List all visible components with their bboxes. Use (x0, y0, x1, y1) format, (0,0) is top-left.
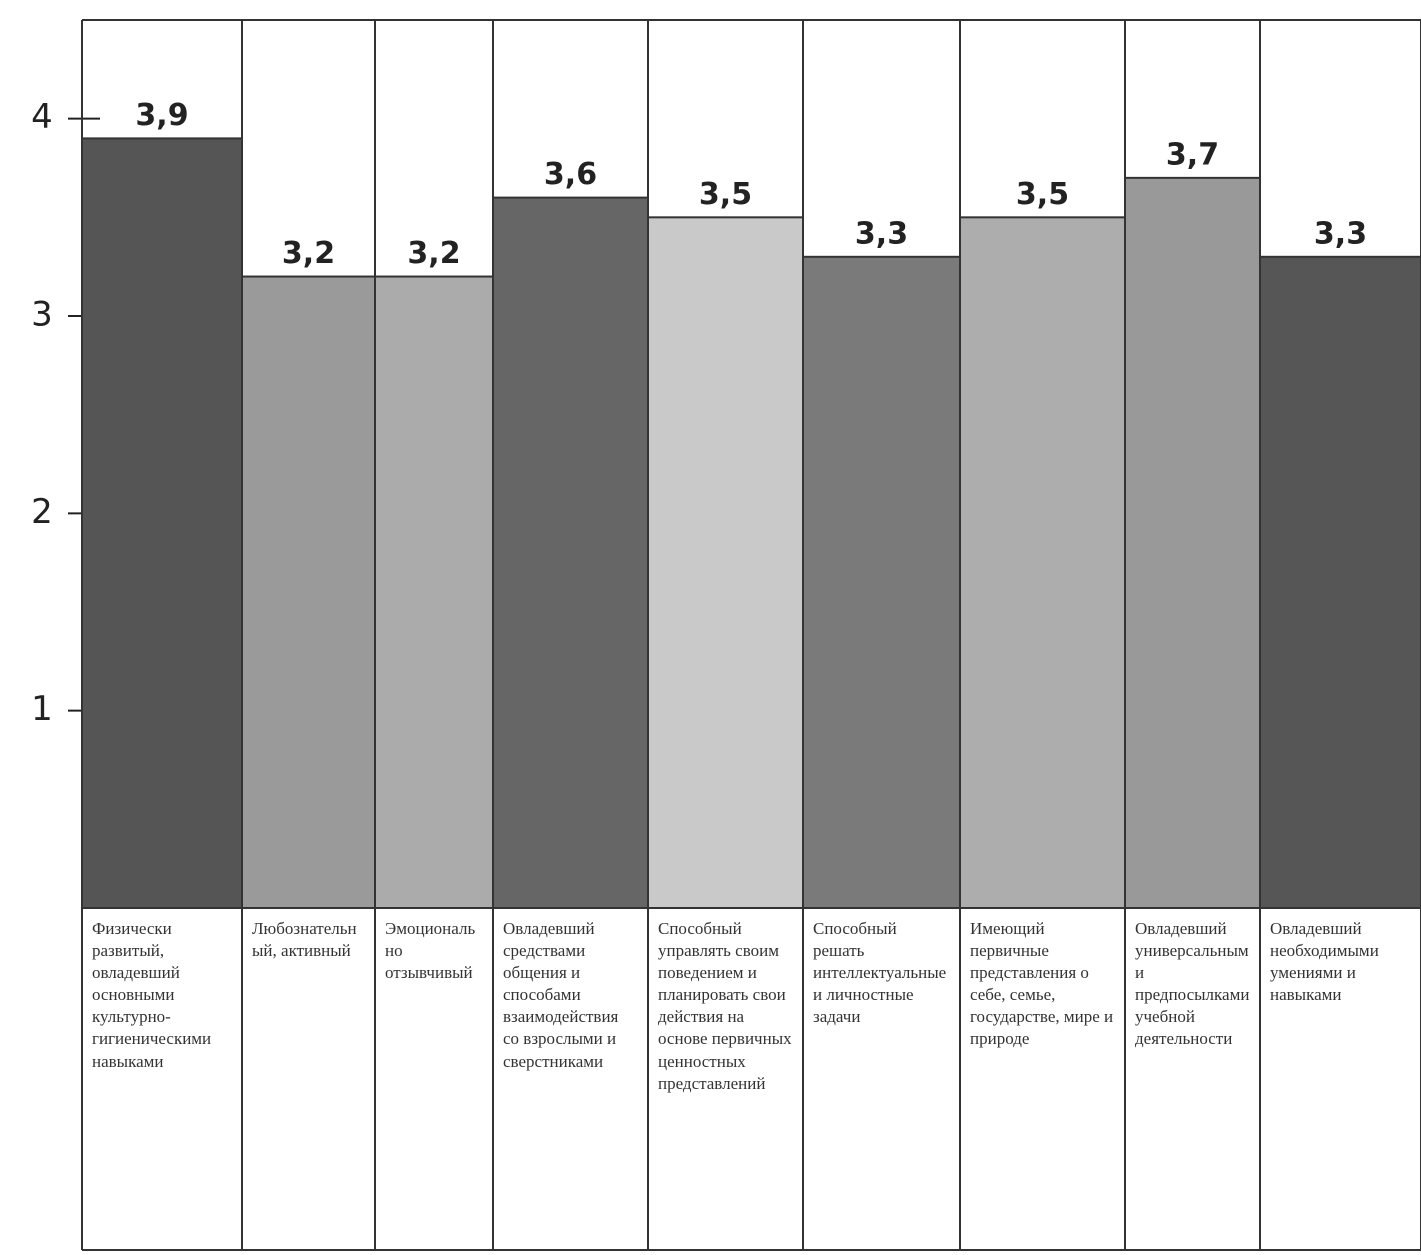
category-label: Физически развитый, овладевший основными… (92, 919, 212, 1071)
category-label: Овладевший универсальными предпосылками … (1135, 919, 1250, 1049)
bar (959, 216, 1126, 910)
category-label: Имеющий первичные представления о себе, … (970, 919, 1114, 1049)
value-label: 3,9 (135, 98, 188, 133)
y-tick-label: 2 (31, 492, 53, 532)
category-label: Способный управлять своим поведением и п… (658, 919, 792, 1093)
bar (1259, 255, 1421, 909)
category-label: Способный решать интеллектуальные и личн… (813, 919, 947, 1027)
category-label: Эмоционально отзывчивый (385, 919, 476, 983)
value-label: 3,2 (282, 236, 335, 271)
bar (647, 216, 804, 910)
bar (492, 196, 649, 910)
value-label: 3,7 (1166, 137, 1219, 172)
category-label: Овладевший необходимыми умениями и навык… (1270, 919, 1379, 1005)
bar (81, 137, 243, 909)
value-label: 3,2 (407, 236, 460, 271)
value-label: 3,6 (544, 157, 597, 192)
value-label: 3,5 (1016, 177, 1069, 212)
bar (802, 255, 961, 909)
category-label: Любознательный, активный (252, 919, 357, 961)
y-tick-label: 4 (31, 97, 53, 137)
value-label: 3,3 (1314, 216, 1367, 251)
bar (241, 275, 376, 909)
bar (374, 275, 494, 909)
y-tick-label: 3 (31, 295, 53, 335)
category-label: Овладевший средствами общения и способам… (503, 919, 619, 1071)
bar (1124, 176, 1261, 910)
value-label: 3,3 (855, 216, 908, 251)
y-tick-label: 1 (31, 689, 53, 729)
value-label: 3,5 (699, 177, 752, 212)
